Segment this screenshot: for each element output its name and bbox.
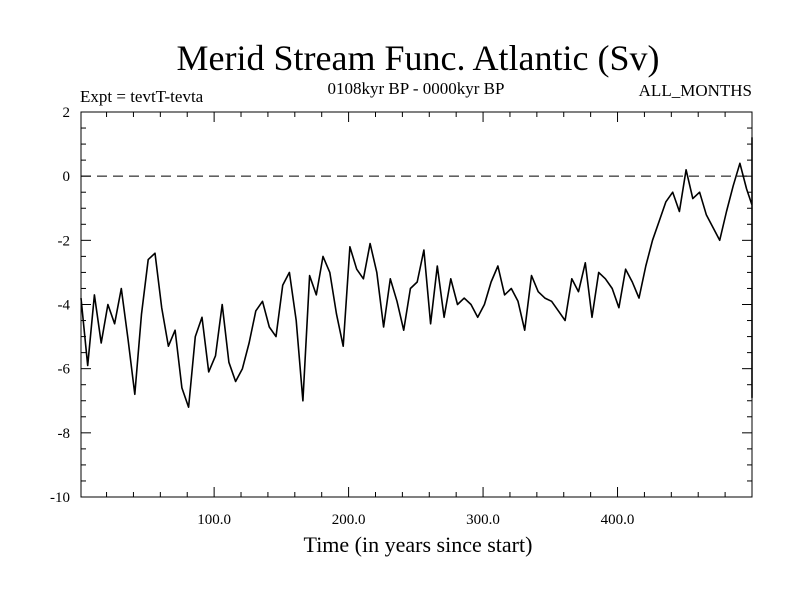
chart-subtitle-months: ALL_MONTHS	[639, 81, 752, 100]
x-tick-label: 400.0	[601, 512, 635, 528]
x-tick-label: 300.0	[466, 512, 500, 528]
y-tick-label: 0	[63, 169, 71, 185]
chart-title: Merid Stream Func. Atlantic (Sv)	[177, 38, 660, 78]
y-tick-label: -4	[58, 298, 71, 314]
series-line	[80, 136, 753, 409]
x-tick-label: 200.0	[332, 512, 366, 528]
chart-subtitle-experiment: Expt = tevtT-tevta	[80, 87, 204, 106]
y-tick-label: -2	[58, 233, 71, 249]
y-tick-label: -10	[50, 490, 70, 506]
x-tick-label: 100.0	[197, 512, 231, 528]
y-tick-label: -6	[58, 362, 71, 378]
axis-ticks: 100.0 200.0 300.0 400.0 2 0 -2 -4 -6 -8 -10	[50, 105, 752, 528]
plot-frame	[80, 111, 753, 498]
series-group	[80, 136, 753, 409]
y-tick-label: 2	[63, 105, 71, 121]
y-tick-label: -8	[58, 426, 71, 442]
x-axis-label: Time (in years since start)	[304, 532, 533, 557]
chart-subtitle-period: 0108kyr BP - 0000kyr BP	[328, 79, 505, 98]
